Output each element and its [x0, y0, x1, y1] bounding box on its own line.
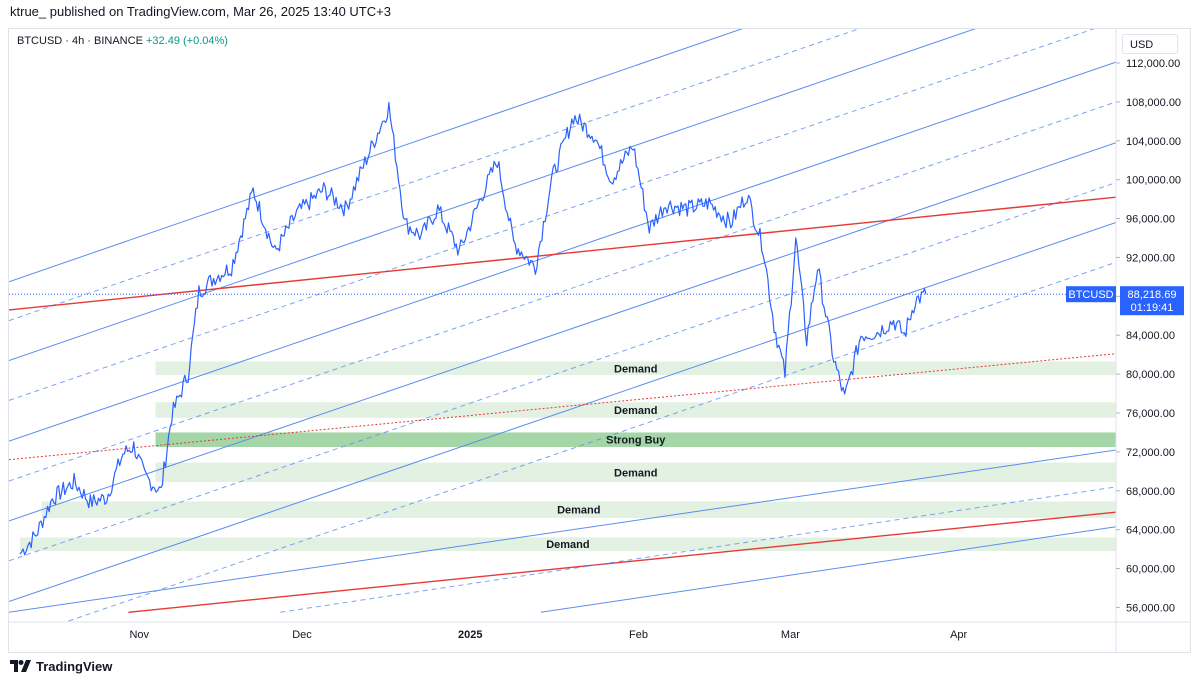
time-scale: Nov Dec 2025 Feb Mar Apr [129, 629, 967, 641]
y-tick-label: 108,000.00 [1126, 97, 1181, 109]
y-tick-label: 64,000.00 [1126, 525, 1175, 537]
channel-line-blue-solid [9, 221, 1116, 603]
channel-line-blue-dashed [9, 29, 1095, 401]
price-change: +32.49 (+0.04%) [145, 35, 228, 47]
y-tick-label: 76,000.00 [1126, 408, 1175, 420]
channel-line-red-solid [128, 511, 1116, 613]
zone-label: Demand [614, 363, 657, 375]
zone-label: Demand [557, 505, 600, 517]
zone-demand [19, 537, 1116, 552]
y-tick-label: 112,000.00 [1126, 58, 1180, 70]
currency-selector[interactable]: USD [1122, 34, 1178, 54]
x-tick-label: Mar [781, 629, 800, 641]
y-tick-label: 68,000.00 [1126, 486, 1175, 498]
zone-demand [155, 361, 1116, 376]
last-price-tag: 88,218.69 01:19:41 [1120, 286, 1184, 316]
y-tick-label: 56,000.00 [1126, 602, 1175, 614]
channel-line-blue-dashed [64, 261, 1116, 622]
brand-footer[interactable]: TradingView [10, 657, 112, 675]
candle-countdown: 01:19:41 [1131, 302, 1174, 314]
channel-line-blue-dashed [9, 29, 860, 322]
y-tick-label: 96,000.00 [1126, 214, 1175, 226]
channel-line-red-solid [9, 196, 1116, 311]
published-caption: ktrue_ published on TradingView.com, Mar… [10, 4, 391, 19]
y-tick-label: 92,000.00 [1126, 252, 1175, 264]
channel-line-blue-solid [9, 142, 1116, 522]
chart-frame [8, 28, 1191, 653]
channel-line-blue-solid [9, 449, 1116, 613]
channel-line-blue-solid [9, 29, 976, 361]
channel-line-blue-solid [9, 29, 743, 283]
zone-demand [155, 462, 1116, 483]
zone-label: Demand [614, 467, 657, 479]
zone-demand [155, 402, 1116, 418]
channel-lines-layer [9, 29, 1116, 622]
zone-label: Demand [614, 405, 657, 417]
x-tick-label: Dec [292, 629, 312, 641]
last-price-value: 88,218.69 [1128, 289, 1177, 301]
brand-name: TradingView [36, 658, 113, 674]
zone-label: Strong Buy [606, 435, 666, 447]
symbol-info: BTCUSD · 4h · BINANCE [17, 35, 143, 47]
channel-line-blue-solid [9, 61, 1116, 442]
x-tick-label: 2025 [458, 629, 482, 641]
y-tick-label: 80,000.00 [1126, 369, 1175, 381]
price-series-line [19, 101, 927, 556]
zone-labels-layer: Demand Demand Strong Buy Demand Demand Demand [546, 363, 666, 551]
channel-line-blue-solid [540, 526, 1116, 613]
symbol-legend: BTCUSD · 4h · BINANCE +32.49 (+0.04%) [17, 35, 228, 47]
channel-line-blue-dashed [280, 486, 1116, 613]
y-tick-label: 60,000.00 [1126, 564, 1175, 576]
zone-label: Demand [546, 539, 589, 551]
y-tick-label: 84,000.00 [1126, 330, 1175, 342]
channel-line-blue-dashed [9, 101, 1116, 482]
tradingview-logo-icon [10, 660, 31, 672]
y-tick-label: 100,000.00 [1126, 175, 1181, 187]
x-tick-label: Nov [129, 629, 149, 641]
price-series-layer [19, 101, 927, 556]
y-tick-label: 104,000.00 [1126, 136, 1181, 148]
y-tick-label: 72,000.00 [1126, 447, 1175, 459]
ticker-tag-label: BTCUSD [1068, 289, 1113, 301]
price-scale: 56,000.00 60,000.00 64,000.00 68,000.00 72,0… [1116, 58, 1181, 614]
channel-line-red-dotted [9, 353, 1116, 461]
channel-line-blue-dashed [9, 182, 1116, 562]
x-tick-label: Feb [629, 629, 648, 641]
zone-strong-buy [155, 432, 1116, 448]
zones-layer [19, 361, 1116, 552]
ticker-tag: BTCUSD [1066, 286, 1116, 303]
x-tick-label: Apr [950, 629, 967, 641]
zone-demand [41, 501, 1116, 518]
